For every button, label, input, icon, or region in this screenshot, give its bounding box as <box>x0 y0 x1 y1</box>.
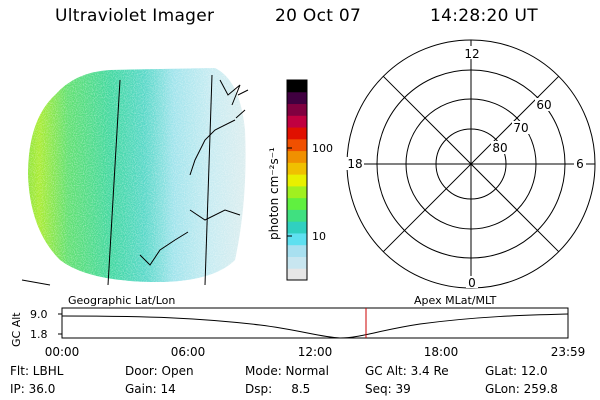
timeline-xtick-0600: 06:00 <box>171 345 206 359</box>
time-label: 14:28:20 UT <box>430 6 538 26</box>
altitude-curve <box>61 313 569 339</box>
polar-panel-label: Apex MLat/MLT <box>414 294 497 307</box>
colorbar-segment <box>287 103 307 116</box>
info-gc-alt: GC Alt: 3.4 Re <box>365 364 449 378</box>
polar-mlt-6: 6 <box>576 157 584 171</box>
polar-mlt-0: 0 <box>468 276 476 290</box>
info-mode: Mode: Normal <box>245 364 329 378</box>
polar-mlt-18: 18 <box>347 157 362 171</box>
colorbar-segment <box>287 197 307 210</box>
colorbar-segment <box>287 174 307 187</box>
info-seq: Seq: 39 <box>365 382 411 396</box>
colorbar-segment <box>287 91 307 105</box>
info-door: Door: Open <box>125 364 194 378</box>
colorbar-segment <box>287 138 307 152</box>
colorbar-segment <box>287 268 307 281</box>
polar-label-bg <box>512 121 530 134</box>
colorbar-segment <box>287 221 307 234</box>
polar-mlt-12: 12 <box>464 47 479 61</box>
polar-label-bg <box>346 157 364 170</box>
colorbar <box>287 80 307 281</box>
colorbar-frame <box>286 79 308 281</box>
colorbar-segment <box>287 209 307 222</box>
geographic-lines <box>21 74 249 286</box>
image-panel-label: Geographic Lat/Lon <box>68 294 175 307</box>
polar-lat-80: 80 <box>492 141 507 155</box>
polar-plot <box>346 39 596 289</box>
polar-label-bg <box>574 157 586 170</box>
altitude-timeline <box>58 307 569 339</box>
timeline-xtick-2359: 23:59 <box>551 345 586 359</box>
polar-lat-70: 70 <box>513 121 528 135</box>
timeline-xtick-0000: 00:00 <box>45 345 80 359</box>
colorbar-segment <box>287 80 307 93</box>
uv-image-disk <box>28 68 246 283</box>
colorbar-unit-label: photon cm⁻²s⁻¹ <box>267 147 281 240</box>
colorbar-segment <box>287 127 307 140</box>
colorbar-segment <box>287 162 307 175</box>
polar-lat-60: 60 <box>536 98 551 112</box>
colorbar-segment <box>287 256 307 269</box>
app-title: Ultraviolet Imager <box>55 6 215 26</box>
colorbar-segment <box>287 115 307 128</box>
polar-label-bg <box>535 98 553 111</box>
colorbar-tick-label-100: 100 <box>312 142 333 155</box>
info-flt: Flt: LBHL <box>10 364 64 378</box>
colorbar-segment <box>287 232 307 246</box>
timeline-ytick-1.8: 1.8 <box>30 328 48 341</box>
timeline-frame <box>61 307 569 339</box>
colorbar-segment <box>287 150 307 163</box>
colorbar-segment <box>287 244 307 257</box>
polar-label-bg <box>464 46 480 59</box>
info-glon: GLon: 259.8 <box>485 382 558 396</box>
info-ip: IP: 36.0 <box>10 382 56 396</box>
polar-label-bg <box>466 276 478 288</box>
info-glat: GLat: 12.0 <box>485 364 548 378</box>
info-gain: Gain: 14 <box>125 382 176 396</box>
colorbar-tick-label-10: 10 <box>312 230 326 243</box>
timeline-xtick-1200: 12:00 <box>298 345 333 359</box>
polar-label-bg <box>491 141 509 154</box>
colorbar-segment <box>287 185 307 199</box>
timeline-ylabel: GC Alt <box>10 312 23 347</box>
timeline-xtick-1800: 18:00 <box>424 345 459 359</box>
timeline-ytick-9: 9.0 <box>30 308 48 321</box>
info-dsp: Dsp: 8.5 <box>245 382 311 396</box>
date-label: 20 Oct 07 <box>275 6 362 26</box>
